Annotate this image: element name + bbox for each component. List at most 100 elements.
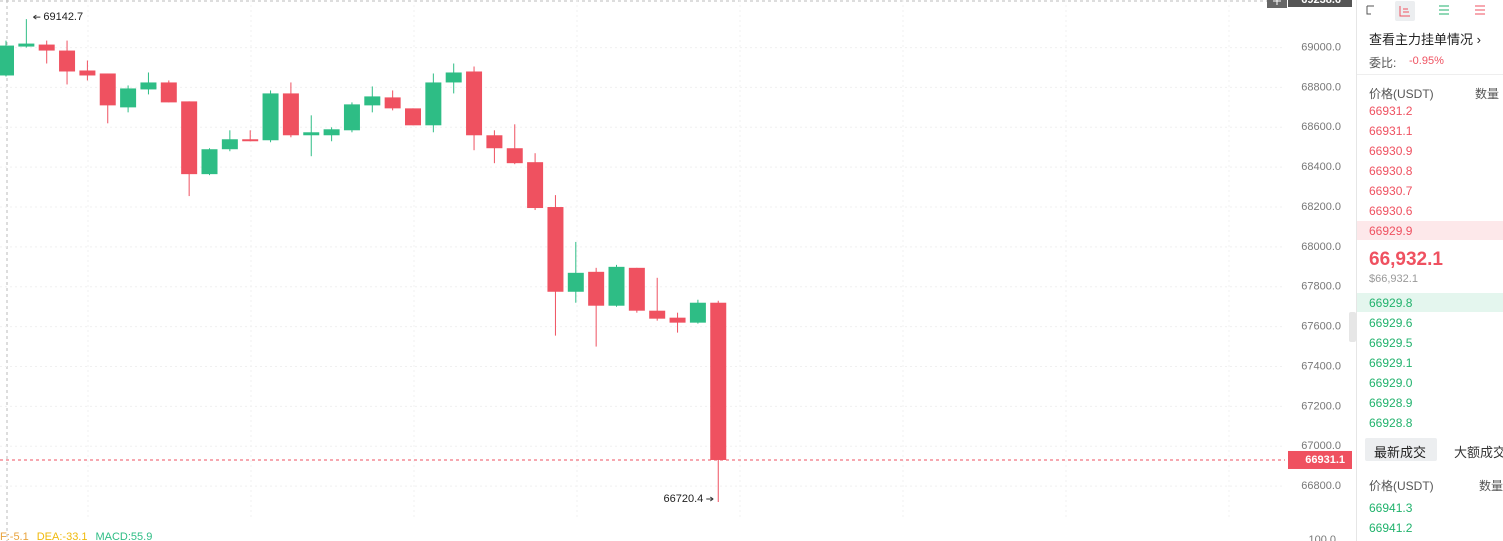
- candle-body: [282, 93, 299, 136]
- candle-body: [669, 317, 686, 323]
- candle-body: [384, 97, 401, 109]
- indicator-label: MACD:55.9: [95, 531, 152, 541]
- candle-body: [527, 162, 544, 209]
- toolbar: [1366, 1, 1485, 21]
- candle-body: [689, 302, 706, 323]
- candle-body: [140, 82, 157, 90]
- icon[interactable]: [1439, 5, 1449, 15]
- candle-body: [160, 82, 177, 103]
- ask-price: 66931.2: [1369, 104, 1413, 118]
- ask-price: 66929.9: [1369, 224, 1413, 238]
- order-book: 查看主力挂单情况 › 委比: -0.95% 价格(USDT) 数量 66931.…: [1356, 0, 1503, 541]
- candle-body: [59, 50, 76, 72]
- bid-price: 66929.5: [1369, 336, 1413, 350]
- trade-qty-header: 数量: [1479, 479, 1503, 493]
- high-label: 69142.7: [43, 11, 83, 23]
- candle-body: [343, 104, 360, 131]
- chart: 66800.0 67000.0 67200.0 67400.0 67600.0 67800…: [0, 0, 1352, 541]
- bid-price: 66928.9: [1369, 396, 1413, 410]
- candle-body: [99, 73, 116, 106]
- trade-price: 66941.2: [1369, 521, 1413, 535]
- y-tick-label: 67800.0: [1301, 281, 1341, 293]
- candle-body: [466, 71, 483, 136]
- indicator-label: F:-5.1: [0, 531, 29, 541]
- candle-body: [649, 310, 666, 319]
- ratio-label: 委比:: [1369, 56, 1397, 70]
- last-price-tag: [1288, 450, 1352, 469]
- candle-body: [547, 207, 564, 292]
- link-text: 查看主力挂单情况: [1369, 32, 1474, 47]
- qty-header: 数量: [1475, 87, 1500, 101]
- y-tick-label: 66800.0: [1301, 480, 1341, 492]
- y-tick-label: 68000.0: [1301, 241, 1341, 253]
- candle-body: [79, 70, 96, 76]
- whale-orders-link[interactable]: 查看主力挂单情况 ›: [1369, 29, 1481, 48]
- y-tick-label: 68400.0: [1301, 161, 1341, 173]
- candle-body: [445, 72, 462, 83]
- tab[interactable]: 最新成交: [1374, 445, 1427, 460]
- candle-body: [506, 148, 523, 164]
- ratio-value: -0.95%: [1409, 55, 1444, 67]
- tab[interactable]: 大额成交: [1454, 445, 1503, 460]
- icon[interactable]: [1366, 5, 1374, 15]
- candle-body: [120, 88, 137, 108]
- candle-body: [364, 96, 381, 106]
- arrow: [33, 14, 41, 20]
- arrow: [706, 496, 714, 502]
- indicator-label: DEA:-33.1: [37, 531, 88, 541]
- candle-body: [323, 129, 340, 136]
- candle-body: [38, 44, 55, 51]
- candle-body: [710, 302, 727, 460]
- y-tick-label: 68800.0: [1301, 81, 1341, 93]
- plus-icon: [1273, 0, 1281, 5]
- trade-price: 66941.3: [1369, 501, 1413, 515]
- candle-body: [486, 135, 503, 149]
- ask-price: 66930.9: [1369, 144, 1413, 158]
- divider: [1357, 74, 1503, 75]
- y-tick-label: 67200.0: [1301, 400, 1341, 412]
- panel-handle[interactable]: [1349, 312, 1356, 342]
- top-price-label: 69238.6: [1301, 0, 1341, 6]
- tab-active-bg: [1365, 438, 1437, 461]
- top-price-tag: [1288, 0, 1352, 7]
- candle-body: [608, 266, 625, 306]
- mid-price: 66,932.1: [1369, 249, 1443, 270]
- y-tick-label: 67600.0: [1301, 321, 1341, 333]
- bid-price: 66929.6: [1369, 316, 1413, 330]
- ask-price: 66930.7: [1369, 184, 1413, 198]
- icon[interactable]: [1475, 5, 1485, 15]
- candle-body: [181, 101, 198, 175]
- price-header: 价格(USDT): [1369, 87, 1434, 101]
- macd-axis-label: 100.0: [1308, 534, 1336, 541]
- ask-price: 66930.8: [1369, 164, 1413, 178]
- candle-body: [242, 139, 259, 142]
- candle-body: [262, 93, 279, 141]
- icon-active[interactable]: [1395, 1, 1415, 21]
- y-tick-label: 68600.0: [1301, 121, 1341, 133]
- chevron: ›: [1476, 32, 1481, 47]
- candle-body: [18, 43, 35, 47]
- candle-body: [303, 132, 320, 136]
- last-price-label: 66931.1: [1305, 454, 1345, 466]
- ask-price: 66931.1: [1369, 124, 1413, 138]
- mid-usd: $66,932.1: [1369, 273, 1418, 285]
- candle-body: [221, 139, 238, 150]
- bid-price: 66929.1: [1369, 356, 1413, 370]
- candle-body: [628, 267, 645, 311]
- candle-body: [588, 271, 605, 306]
- candle-body: [0, 45, 14, 76]
- bid-highlight: [1357, 293, 1503, 312]
- ask-price: 66930.6: [1369, 204, 1413, 218]
- low-label: 66720.4: [663, 493, 703, 505]
- candle-body: [567, 272, 584, 292]
- trade-price-header: 价格(USDT): [1369, 479, 1434, 493]
- y-tick-label: 68200.0: [1301, 201, 1341, 213]
- icon: [1399, 6, 1410, 17]
- candle-body: [201, 149, 218, 175]
- candle-body: [405, 108, 421, 126]
- candle-body: [425, 82, 442, 126]
- y-tick-label: 67400.0: [1301, 360, 1341, 372]
- bid-price: 66929.8: [1369, 296, 1413, 310]
- y-tick-label: 67000.0: [1301, 440, 1341, 452]
